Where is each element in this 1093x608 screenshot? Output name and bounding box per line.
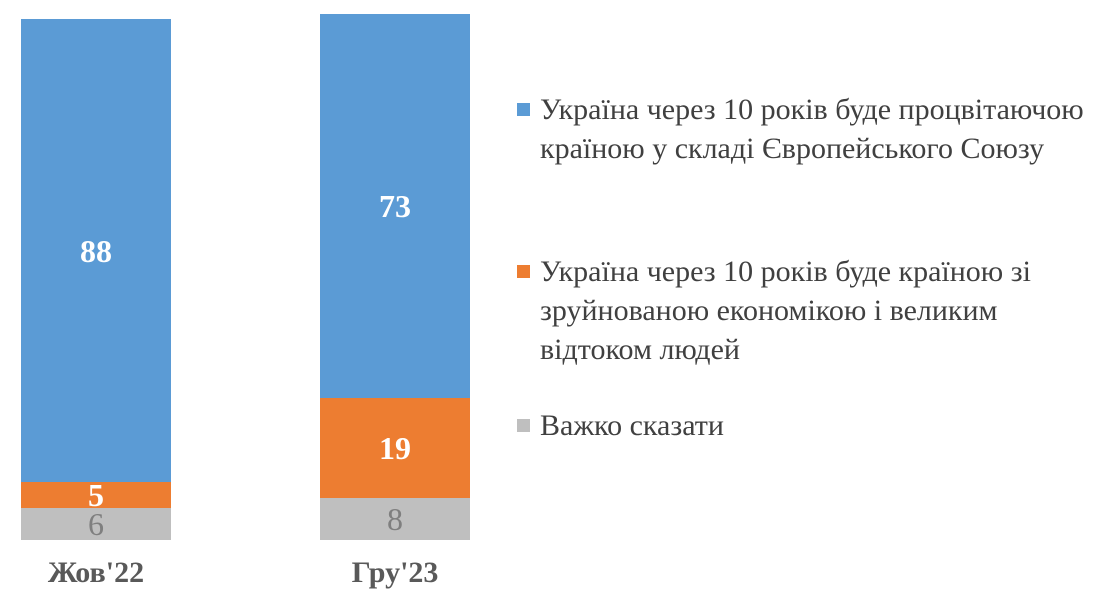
bar-value-label: 5 (88, 477, 104, 514)
bar-value-label: 6 (88, 506, 104, 543)
bar-segment-orange-zhov22: 5 (21, 477, 171, 514)
legend-item-hard-to-say: Важко сказати (517, 406, 1093, 445)
legend-marker-blue-icon (517, 103, 530, 116)
bar-value-label: 88 (80, 232, 112, 269)
category-label-gru23: Гру'23 (351, 556, 439, 589)
bar-value-label: 73 (379, 188, 411, 224)
legend-marker-orange-icon (517, 265, 530, 278)
legend-label: Україна через 10 років буде процвітаючою… (540, 93, 1084, 165)
bar-value-label: 8 (387, 500, 403, 537)
bar-segment-gray-zhov22: 6 (21, 508, 171, 540)
plot-area: 88 5 6 73 19 8 (0, 0, 500, 540)
bar-group-gru23: 73 19 8 (320, 14, 470, 540)
legend-label: Важко сказати (540, 409, 724, 442)
bar-segment-gray-gru23: 8 (320, 497, 470, 540)
category-label-zhov22: Жов'22 (47, 556, 145, 589)
legend-label: Україна через 10 років буде країною зі з… (540, 255, 1031, 366)
bar-group-zhov22: 88 5 6 (21, 19, 171, 540)
bar-segment-orange-gru23: 19 (320, 397, 470, 498)
bar-segment-blue-gru23: 73 (320, 14, 470, 398)
legend-marker-gray-icon (517, 419, 530, 432)
bar-segment-blue-zhov22: 88 (21, 19, 171, 483)
legend-item-ruined-economy: Україна через 10 років буде країною зі з… (517, 252, 1093, 369)
bar-value-label: 19 (379, 429, 411, 466)
legend-item-eu-prosperity: Україна через 10 років буде процвітаючою… (517, 90, 1093, 168)
